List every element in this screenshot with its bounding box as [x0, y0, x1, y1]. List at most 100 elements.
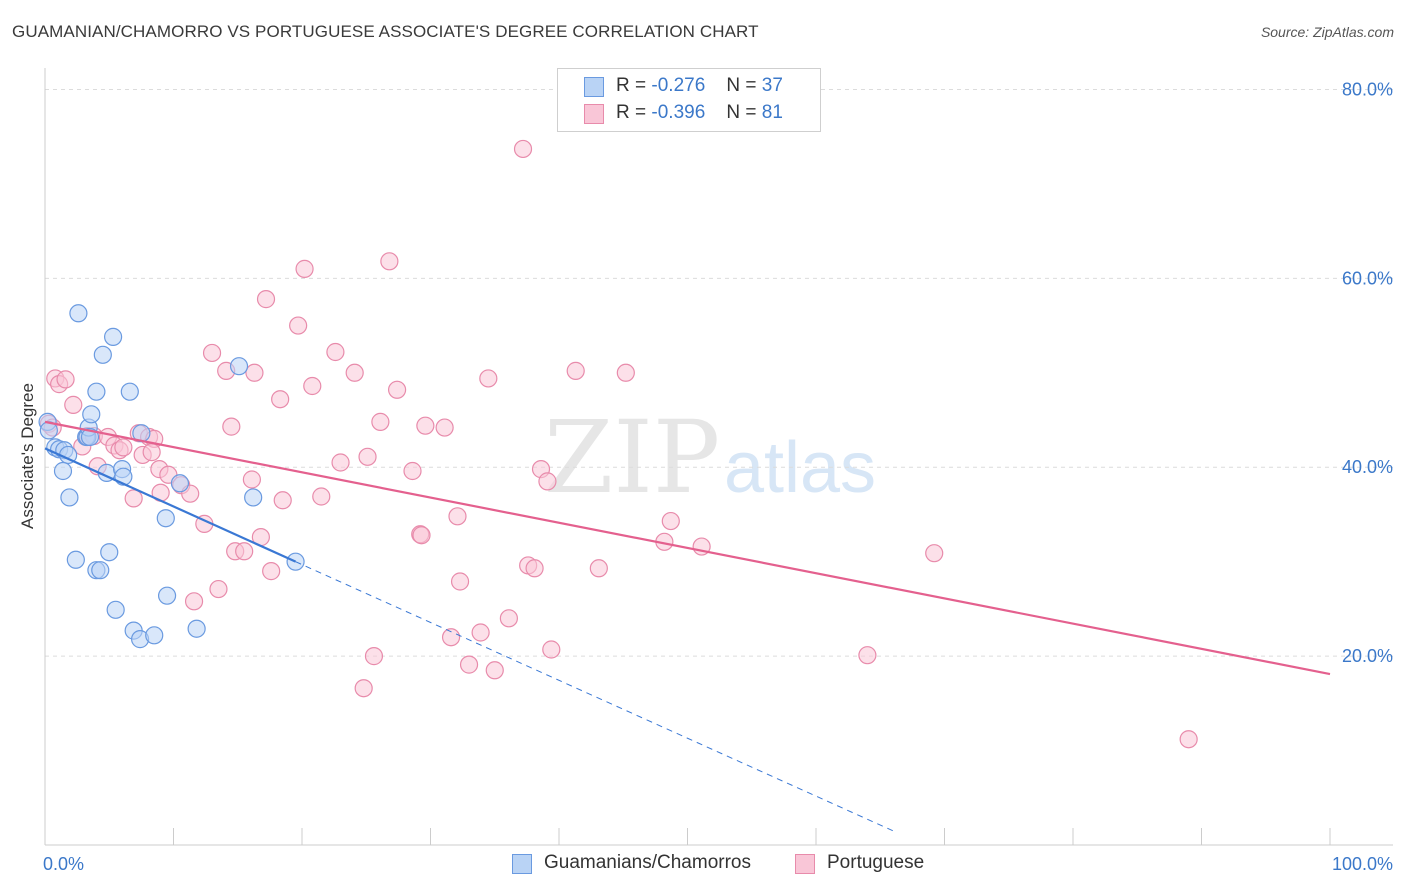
- portuguese-point: [222, 417, 241, 436]
- guamanian-point: [80, 427, 100, 447]
- portuguese-point: [450, 572, 470, 591]
- portuguese-point: [289, 316, 308, 335]
- portuguese-point: [326, 342, 345, 362]
- guamanian-point: [87, 382, 106, 401]
- x-ticks: [44, 828, 1331, 845]
- portuguese-point: [1179, 730, 1198, 749]
- guamanian-point: [170, 474, 190, 493]
- portuguese-point: [354, 679, 373, 698]
- portuguese-point: [513, 139, 533, 159]
- portuguese-point: [661, 511, 680, 531]
- portuguese-trend-line: [44, 420, 1331, 676]
- portuguese-point: [202, 343, 222, 363]
- portuguese-point: [435, 418, 454, 437]
- portuguese-point: [331, 453, 350, 472]
- guamanian-point: [69, 304, 88, 323]
- portuguese-point: [312, 487, 331, 506]
- legend-r-value: -0.276: [651, 75, 706, 96]
- guamanian-trend-line: [44, 447, 297, 563]
- portuguese-point: [403, 461, 422, 481]
- stats-legend: R = -0.276 N = 37 R = -0.396 N = 81: [557, 68, 821, 132]
- portuguese-point: [416, 416, 435, 435]
- portuguese-point: [387, 380, 407, 399]
- guamanian-point: [187, 619, 206, 638]
- trend-lines: [44, 420, 1331, 832]
- portuguese-point: [235, 542, 254, 561]
- legend-swatch-blue: [584, 77, 604, 97]
- portuguese-point: [273, 491, 292, 510]
- guamanian-point: [60, 488, 79, 507]
- guamanian-point: [100, 543, 119, 562]
- portuguese-points: [39, 139, 1198, 749]
- portuguese-point: [566, 361, 585, 380]
- y-tick-label: 60.0%: [1342, 268, 1393, 288]
- watermark-zip: ZIP: [544, 399, 720, 516]
- portuguese-point: [538, 472, 557, 491]
- portuguese-point: [262, 562, 281, 581]
- y-tick-label: 40.0%: [1342, 457, 1393, 477]
- portuguese-point: [925, 544, 944, 563]
- guamanian-point: [93, 345, 112, 364]
- legend-label-guamanian: Guamanians/Chamorros: [544, 852, 751, 873]
- portuguese-point: [441, 628, 461, 647]
- legend-r-label: R =: [616, 75, 647, 96]
- watermark: ZIP atlas: [544, 399, 876, 516]
- guamanian-point: [82, 405, 101, 424]
- portuguese-point: [345, 363, 364, 382]
- y-axis-title: Associate's Degree: [18, 383, 37, 529]
- portuguese-point: [114, 438, 133, 457]
- legend-r-label: R =: [616, 102, 647, 123]
- guamanian-point: [66, 550, 85, 569]
- y-tick-label: 20.0%: [1342, 646, 1393, 666]
- chart-title: GUAMANIAN/CHAMORRO VS PORTUGUESE ASSOCIA…: [12, 22, 759, 41]
- x-tick-label: 100.0%: [1332, 854, 1393, 874]
- portuguese-point: [124, 489, 143, 508]
- portuguese-point: [64, 395, 83, 414]
- portuguese-point: [358, 447, 377, 466]
- legend-swatch-blue: [512, 854, 532, 874]
- portuguese-point: [448, 507, 467, 526]
- axes: [44, 68, 1393, 846]
- portuguese-point: [245, 363, 264, 382]
- guamanian-point: [229, 357, 249, 376]
- portuguese-point: [271, 390, 290, 409]
- x-tick-labels: 0.0% 100.0%: [43, 854, 1393, 874]
- portuguese-point: [616, 363, 635, 382]
- portuguese-point: [295, 259, 314, 278]
- portuguese-point: [380, 252, 399, 271]
- portuguese-point: [479, 369, 498, 388]
- portuguese-point: [242, 470, 261, 489]
- legend-n-label: N =: [726, 102, 757, 123]
- legend-n-value: 37: [761, 75, 783, 96]
- portuguese-point: [142, 443, 161, 462]
- guamanian-point: [157, 586, 177, 605]
- portuguese-point: [499, 609, 518, 628]
- guamanian-point: [244, 488, 263, 507]
- portuguese-point: [471, 623, 490, 642]
- portuguese-point: [858, 646, 877, 665]
- y-tick-label: 80.0%: [1342, 79, 1393, 99]
- legend-swatch-pink: [584, 104, 604, 124]
- guamanian-point: [145, 626, 164, 645]
- portuguese-point: [525, 559, 544, 578]
- portuguese-point: [542, 640, 561, 659]
- portuguese-point: [371, 412, 390, 431]
- portuguese-point: [303, 376, 322, 396]
- portuguese-point: [184, 592, 204, 611]
- guamanian-point: [106, 600, 125, 619]
- portuguese-point: [412, 526, 431, 545]
- legend-n-label: N =: [726, 75, 757, 96]
- legend-label-portuguese: Portuguese: [827, 852, 925, 873]
- guamanian-point: [104, 327, 123, 346]
- guamanian-trend-extension: [295, 561, 894, 832]
- portuguese-point: [364, 647, 384, 666]
- portuguese-point: [209, 579, 228, 599]
- guamanian-point: [120, 382, 139, 401]
- portuguese-point: [589, 559, 608, 578]
- portuguese-point: [485, 661, 504, 680]
- x-tick-label: 0.0%: [43, 854, 84, 874]
- guamanian-point: [91, 561, 110, 580]
- portuguese-point: [459, 655, 479, 674]
- legend-n-value: 81: [761, 102, 783, 123]
